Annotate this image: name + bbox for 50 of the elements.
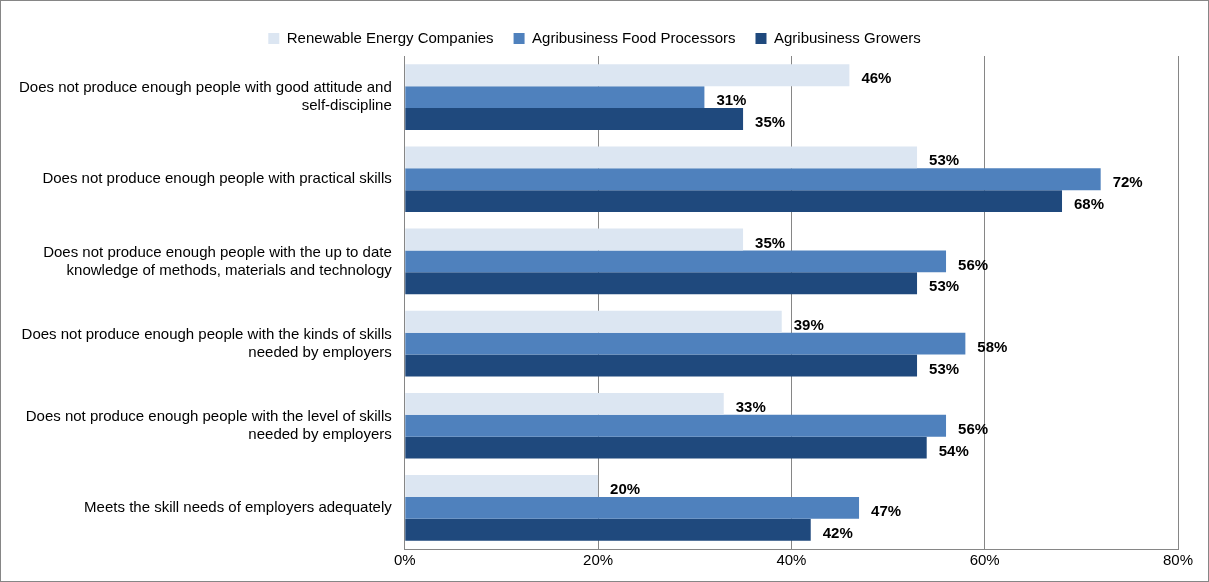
bar bbox=[405, 228, 744, 251]
x-tick-label: 60% bbox=[969, 551, 1000, 569]
y-tick-label: Meets the skill needs of employers adequately bbox=[84, 498, 393, 516]
data-label: 31% bbox=[716, 91, 747, 109]
bar bbox=[405, 475, 599, 497]
data-label: 54% bbox=[938, 441, 969, 459]
bar bbox=[405, 392, 724, 415]
x-tick-label: 40% bbox=[776, 551, 807, 569]
legend-label: Agribusiness Food Processors bbox=[532, 28, 736, 46]
x-tick-label: 80% bbox=[1162, 551, 1194, 569]
bar bbox=[405, 496, 860, 519]
data-label: 53% bbox=[929, 277, 960, 295]
data-label: 72% bbox=[1112, 173, 1143, 191]
y-tick-label: Does not produce enough people with good attitude and self-discipline bbox=[18, 78, 392, 114]
y-tick-label: Does not produce enough people with the level of skills needed by employers bbox=[25, 406, 392, 442]
data-label: 47% bbox=[871, 502, 902, 520]
bar bbox=[405, 64, 850, 87]
legend-label: Renewable Energy Companies bbox=[286, 28, 494, 46]
data-label: 39% bbox=[793, 315, 824, 333]
y-tick-label: Does not produce enough people with the kinds of skills needed by employers bbox=[21, 324, 392, 360]
bar bbox=[405, 354, 918, 377]
data-label: 33% bbox=[735, 397, 766, 415]
bar bbox=[405, 86, 705, 109]
data-label: 35% bbox=[755, 113, 786, 131]
data-label: 68% bbox=[1074, 195, 1105, 213]
bar bbox=[405, 146, 918, 169]
bar bbox=[405, 414, 947, 437]
data-label: 20% bbox=[610, 480, 641, 498]
data-label: 53% bbox=[929, 359, 960, 377]
data-label: 56% bbox=[958, 255, 989, 273]
data-label: 53% bbox=[929, 151, 960, 169]
y-tick-label: Does not produce enough people with the up to date knowledge of methods, materials and technology bbox=[43, 242, 393, 278]
data-label: 35% bbox=[755, 233, 786, 251]
bar bbox=[405, 108, 744, 130]
bar bbox=[405, 332, 966, 355]
bar bbox=[405, 310, 782, 333]
data-label: 56% bbox=[958, 419, 989, 437]
x-tick-label: 20% bbox=[583, 551, 614, 569]
data-label: 42% bbox=[822, 523, 853, 541]
data-label: 58% bbox=[977, 337, 1008, 355]
x-tick-label: 0% bbox=[393, 551, 416, 569]
y-tick-label: Does not produce enough people with practical skills bbox=[42, 169, 392, 187]
bar bbox=[405, 250, 947, 273]
bar bbox=[405, 518, 811, 541]
bar bbox=[405, 190, 1063, 213]
bar bbox=[405, 436, 927, 459]
bar bbox=[405, 168, 1101, 191]
bar bbox=[405, 272, 918, 295]
data-label: 46% bbox=[861, 69, 892, 87]
legend-label: Agribusiness Growers bbox=[773, 28, 921, 46]
